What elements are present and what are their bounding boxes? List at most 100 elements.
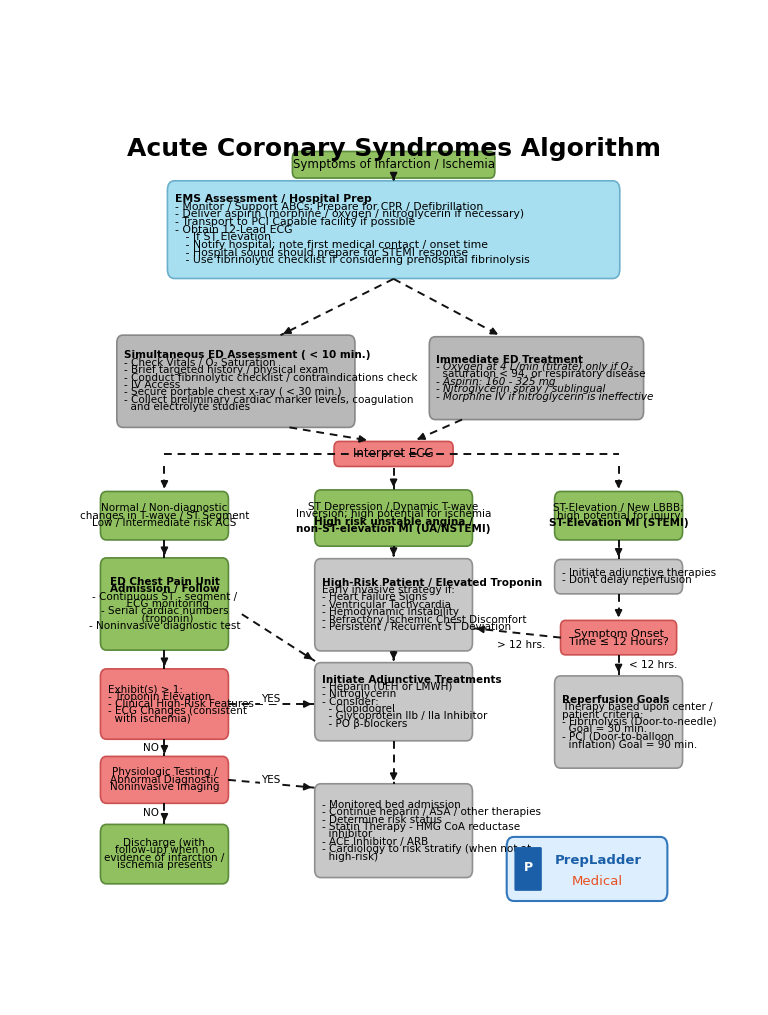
Text: Exhibit(s) > 1:: Exhibit(s) > 1: [108,684,183,694]
Text: Interpret ECG: Interpret ECG [353,448,434,461]
FancyBboxPatch shape [117,335,355,427]
Text: - Clinical High-Risk Features: - Clinical High-Risk Features [108,699,253,709]
Text: - Glycoprotein IIb / IIa Inhibitor: - Glycoprotein IIb / IIa Inhibitor [322,712,487,722]
Text: - Collect preliminary cardiac marker levels, coagulation: - Collect preliminary cardiac marker lev… [124,395,413,405]
Text: (troponin): (troponin) [135,614,194,624]
Text: - Hospital sound should prepare for STEMI response: - Hospital sound should prepare for STEM… [174,248,468,258]
Text: - Obtain 12-Lead ECG: - Obtain 12-Lead ECG [174,224,292,234]
Text: Medical: Medical [572,875,624,888]
Text: > 12 hrs.: > 12 hrs. [498,639,546,650]
Text: ST-Elevation / New LBBB;: ST-Elevation / New LBBB; [553,503,684,514]
Text: PrepLadder: PrepLadder [554,854,641,867]
Text: - Check Vitals / O₂ Saturation: - Check Vitals / O₂ Saturation [124,358,276,367]
Text: high-risk): high-risk) [322,852,378,862]
FancyBboxPatch shape [315,784,472,878]
Text: - Serial cardiac numbers: - Serial cardiac numbers [101,606,228,616]
Text: Early invasive strategy if:: Early invasive strategy if: [322,585,455,595]
FancyBboxPatch shape [334,442,453,467]
Text: - Oxygen at 4 L/min (titrate) only if O₂: - Oxygen at 4 L/min (titrate) only if O₂ [436,362,633,373]
FancyBboxPatch shape [429,337,644,419]
Text: - Clopidogrel: - Clopidogrel [322,704,395,715]
FancyBboxPatch shape [315,663,472,741]
Text: Initiate Adjunctive Treatments: Initiate Adjunctive Treatments [322,675,502,684]
Text: - ACE Inhibitor / ARB: - ACE Inhibitor / ARB [322,836,428,847]
Text: Normal / Non-diagnostic: Normal / Non-diagnostic [101,503,227,514]
Text: - PCI (Door-to-balloon: - PCI (Door-to-balloon [561,732,674,742]
FancyBboxPatch shape [101,491,228,540]
Text: Immediate ED Treatment: Immediate ED Treatment [436,354,584,364]
Text: Physiologic Testing /: Physiologic Testing / [112,767,217,777]
Text: Inversion; high potential for ischemia: Inversion; high potential for ischemia [296,510,492,520]
Text: changes in T-wave / ST Segment: changes in T-wave / ST Segment [80,511,249,521]
Text: YES: YES [260,693,280,703]
Text: - Noninvasive diagnostic test: - Noninvasive diagnostic test [88,621,240,631]
Text: < 12 hrs.: < 12 hrs. [629,660,677,670]
FancyBboxPatch shape [507,837,667,901]
Text: - Persistent / Recurrent ST Deviation: - Persistent / Recurrent ST Deviation [322,622,511,632]
Text: - Refractory Ischemic Chest Discomfort: - Refractory Ischemic Chest Discomfort [322,614,526,624]
Text: and electrolyte studies: and electrolyte studies [124,402,250,412]
Text: YES: YES [260,774,280,785]
Text: saturation < 94, or respiratory disease: saturation < 94, or respiratory disease [436,369,646,380]
Text: - Nitroglycerin spray / sublingual: - Nitroglycerin spray / sublingual [436,385,606,394]
Text: - Morphine IV if nitroglycerin is ineffective: - Morphine IV if nitroglycerin is ineffe… [436,392,654,402]
Text: - Don't delay reperfusion: - Don't delay reperfusion [561,576,691,586]
Text: - If ST Elevation: - If ST Elevation [174,232,270,243]
Text: ECG monitoring: ECG monitoring [120,599,209,609]
Text: - PO β-blockers: - PO β-blockers [322,719,407,729]
Text: ST-Elevation MI (STEMI): ST-Elevation MI (STEMI) [549,518,688,528]
Text: Simultaneous ED Assessment ( < 10 min.): Simultaneous ED Assessment ( < 10 min.) [124,350,370,360]
Text: Abnormal Diagnostic: Abnormal Diagnostic [110,774,219,785]
Text: Goal = 30 min.: Goal = 30 min. [561,725,647,735]
Text: High risk unstable angina /: High risk unstable angina / [314,517,473,527]
Text: - Secure portable chest x-ray ( < 30 min.): - Secure portable chest x-ray ( < 30 min… [124,388,342,397]
FancyBboxPatch shape [554,491,683,540]
Text: - Nitroglycerin: - Nitroglycerin [322,689,396,699]
Text: Time ≤ 12 Hours?: Time ≤ 12 Hours? [569,636,668,647]
FancyBboxPatch shape [315,558,472,651]
FancyBboxPatch shape [315,490,472,546]
Text: with ischemia): with ischemia) [108,714,190,724]
Text: - Hemodynamic Instability: - Hemodynamic Instability [322,607,458,617]
Text: - Conduct fibrinolytic checklist / contraindications check: - Conduct fibrinolytic checklist / contr… [124,373,418,383]
Text: Discharge (with: Discharge (with [124,838,206,848]
Text: - Continuous ST - segment /: - Continuous ST - segment / [92,592,237,602]
Text: P: P [524,861,533,874]
FancyBboxPatch shape [101,824,228,884]
Text: Therapy based upon center /: Therapy based upon center / [561,702,713,713]
Text: - Ventricular Tachycardia: - Ventricular Tachycardia [322,600,451,610]
Text: Symptom Onset: Symptom Onset [574,628,664,638]
FancyBboxPatch shape [561,620,677,655]
Text: Admission / Follow: Admission / Follow [110,585,219,594]
FancyBboxPatch shape [101,669,228,739]
FancyBboxPatch shape [554,559,683,594]
Text: EMS Assessment / Hospital Prep: EMS Assessment / Hospital Prep [174,194,371,204]
Text: - Determine risk status: - Determine risk status [322,815,442,824]
FancyBboxPatch shape [293,151,495,178]
Text: - Brief targeted history / physical exam: - Brief targeted history / physical exam [124,365,328,376]
Text: - Initiate adjunctive therapies: - Initiate adjunctive therapies [561,568,716,578]
Text: - Fibrinolysis (Door-to-needle): - Fibrinolysis (Door-to-needle) [561,717,717,727]
Text: ST Depression / Dynamic T-wave: ST Depression / Dynamic T-wave [309,502,478,512]
Text: NO: NO [143,743,159,753]
Text: - Troponin Elevation: - Troponin Elevation [108,691,211,701]
Text: follow-up) when no: follow-up) when no [114,845,214,856]
Text: - Deliver aspirin (morphine / oxygen / nitroglycerin if necessary): - Deliver aspirin (morphine / oxygen / n… [174,209,524,219]
Text: - Notify hospital; note first medical contact / onset time: - Notify hospital; note first medical co… [174,240,488,250]
Text: NO: NO [143,809,159,818]
Text: - Cardiology to risk stratify (when not at: - Cardiology to risk stratify (when not … [322,844,531,855]
Text: - Heart Failure Signs: - Heart Failure Signs [322,593,427,603]
Text: - Heparin (UFH or LMWH): - Heparin (UFH or LMWH) [322,682,452,692]
Text: high potential for injury: high potential for injury [557,511,680,521]
Text: - Continue heparin / ASA / other therapies: - Continue heparin / ASA / other therapi… [322,807,541,817]
FancyBboxPatch shape [554,676,683,768]
Text: - Consider:: - Consider: [322,696,379,706]
Text: - Monitored bed admission: - Monitored bed admission [322,800,461,810]
Text: inhibitor: inhibitor [322,829,372,839]
Text: High-Risk Patient / Elevated Troponin: High-Risk Patient / Elevated Troponin [322,578,542,588]
Text: Symptoms of Infarction / Ischemia: Symptoms of Infarction / Ischemia [293,158,495,172]
Text: - Use fibrinolytic checklist if considering prehospital fibrinolysis: - Use fibrinolytic checklist if consider… [174,256,529,265]
Text: inflation) Goal = 90 min.: inflation) Goal = 90 min. [561,739,697,749]
Text: - Transport to PCI Capable facility if possible: - Transport to PCI Capable facility if p… [174,217,415,227]
FancyBboxPatch shape [101,756,228,803]
